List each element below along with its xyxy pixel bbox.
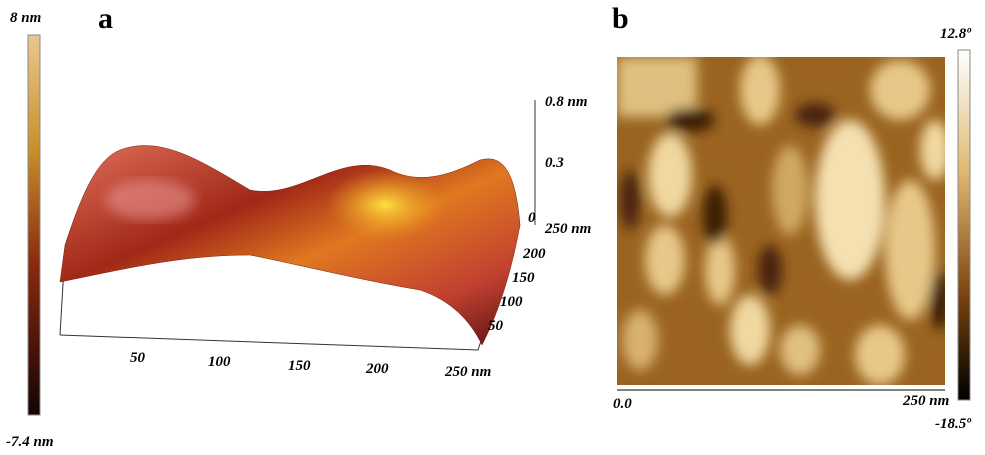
x-tick-label: 100 [208, 354, 231, 370]
panel-label: a [98, 2, 113, 35]
panel-label: b [612, 2, 629, 35]
z-tick-label: 0.8 nm [545, 94, 588, 110]
x-tick-label: 50 [130, 350, 146, 366]
z-tick-label: 0 [528, 210, 536, 226]
y-tick-label: 250 nm [544, 221, 591, 237]
colorbar-max: 8 nm [10, 10, 41, 26]
colorbar [27, 34, 41, 416]
surface-3d [59, 145, 521, 346]
x-tick-label: 0.0 [613, 396, 632, 412]
y-tick-label: 200 [522, 246, 546, 262]
x-tick-label: 250 nm [444, 364, 491, 380]
y-tick-label: 100 [500, 294, 523, 310]
x-tick-label: 150 [288, 358, 311, 374]
surface-highlight [105, 180, 195, 220]
colorbar [957, 49, 971, 401]
colorbar-min: -7.4 nm [6, 434, 54, 450]
x-tick-label: 200 [365, 361, 389, 377]
colorbar-min: -18.5º [935, 416, 971, 432]
z-tick-label: 0.3 [545, 155, 564, 171]
phase-image [617, 57, 945, 385]
surface-highlight [325, 170, 445, 240]
y-tick-label: 150 [512, 270, 535, 286]
x-tick-label: 250 nm [902, 393, 949, 409]
colorbar-max: 12.8º [940, 26, 971, 42]
y-tick-label: 50 [488, 318, 504, 334]
